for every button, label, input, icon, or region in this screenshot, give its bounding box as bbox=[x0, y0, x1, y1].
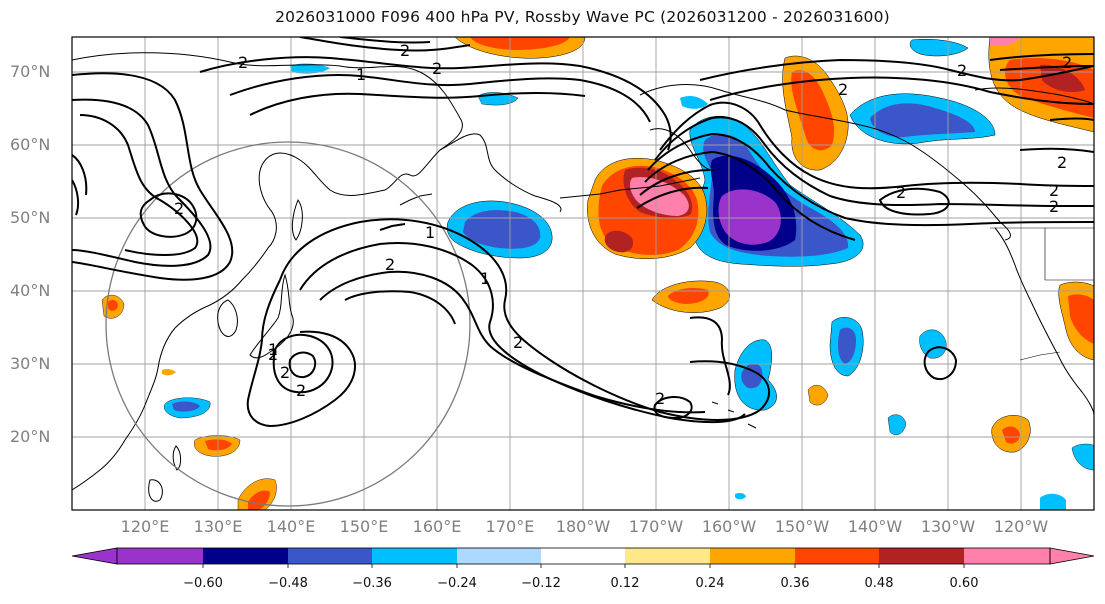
contour-label: 2 bbox=[174, 199, 184, 218]
colorbar-tick-label: 0.36 bbox=[780, 576, 810, 591]
lon-label-120w: 120°W bbox=[993, 517, 1049, 536]
lon-label-140w: 140°W bbox=[847, 517, 903, 536]
lon-label-160e: 160°E bbox=[412, 517, 462, 536]
contour-label: 2 bbox=[896, 183, 906, 202]
map-panel: 2 2 1 2 2 1 2 1 2 2 2 1 2 2 2 2 2 2 2 2 … bbox=[72, 37, 1094, 510]
contour-label: 2 bbox=[296, 381, 306, 400]
lon-label-150w: 150°W bbox=[774, 517, 830, 536]
lon-label-170w: 170°W bbox=[628, 517, 684, 536]
contour-label: 2 bbox=[957, 61, 967, 80]
contour-label: 2 bbox=[1049, 197, 1059, 216]
contour-label: 2 bbox=[1062, 53, 1072, 72]
colorbar-segment bbox=[457, 548, 541, 564]
contour-label: 2 bbox=[238, 53, 248, 72]
lon-label-120e: 120°E bbox=[120, 517, 170, 536]
colorbar-tick-label: −0.36 bbox=[352, 576, 392, 591]
lat-label-70n: 70°N bbox=[10, 62, 51, 81]
contour-label: 2 bbox=[1049, 181, 1059, 200]
colorbar-tick-label: 0.12 bbox=[610, 576, 640, 591]
colorbar-tick-label: 0.24 bbox=[695, 576, 725, 591]
colorbar-segment bbox=[372, 548, 457, 564]
lon-label-160w: 160°W bbox=[701, 517, 757, 536]
lat-label-30n: 30°N bbox=[10, 354, 51, 373]
colorbar bbox=[71, 547, 1095, 568]
contour-label: 2 bbox=[400, 41, 410, 60]
map-gridlines bbox=[72, 37, 1094, 510]
contour-label-group: 2 2 1 2 2 1 2 1 2 2 2 1 2 2 2 2 2 2 2 2 … bbox=[174, 41, 1072, 408]
colorbar-segment bbox=[964, 548, 1050, 564]
range-circle bbox=[105, 141, 471, 507]
pv-anomaly-shading bbox=[101, 37, 1094, 510]
colorbar-segment bbox=[117, 548, 203, 564]
lat-label-40n: 40°N bbox=[10, 281, 51, 300]
colorbar-tick-label: −0.60 bbox=[183, 576, 223, 591]
colorbar-segment bbox=[288, 548, 372, 564]
contour-label: 1 bbox=[268, 340, 278, 359]
lon-label-140e: 140°E bbox=[266, 517, 316, 536]
contour-label: 2 bbox=[655, 389, 665, 408]
coastlines bbox=[72, 52, 1094, 502]
lat-label-50n: 50°N bbox=[10, 208, 51, 227]
lon-label-130e: 130°E bbox=[193, 517, 243, 536]
lat-label-60n: 60°N bbox=[10, 135, 51, 154]
lat-label-20n: 20°N bbox=[10, 427, 51, 446]
colorbar-segment bbox=[541, 548, 625, 564]
contour-label: 2 bbox=[385, 255, 395, 274]
map-title: 2026031000 F096 400 hPa PV, Rossby Wave … bbox=[275, 8, 890, 26]
colorbar-segment bbox=[203, 548, 288, 564]
contour-label: 2 bbox=[1057, 153, 1067, 172]
lon-label-150e: 150°E bbox=[339, 517, 389, 536]
contour-label: 2 bbox=[513, 333, 523, 352]
contour-label: 2 bbox=[432, 59, 442, 78]
lon-label-130w: 130°W bbox=[920, 517, 976, 536]
colorbar-segment bbox=[625, 548, 710, 564]
colorbar-extend-max bbox=[1049, 547, 1095, 565]
colorbar-segment bbox=[710, 548, 795, 564]
lon-label-180w: 180°W bbox=[555, 517, 611, 536]
colorbar-segment bbox=[795, 548, 879, 564]
contour-label: 1 bbox=[425, 223, 435, 242]
contour-label: 1 bbox=[480, 269, 490, 288]
colorbar-tick-label: 0.60 bbox=[949, 576, 979, 591]
colorbar-segment bbox=[879, 548, 964, 564]
colorbar-tick-label: −0.24 bbox=[437, 576, 477, 591]
contour-label: 2 bbox=[838, 80, 848, 99]
contour-label: 2 bbox=[268, 345, 278, 364]
pv-contours bbox=[72, 37, 1094, 428]
contour-label: 1 bbox=[356, 65, 366, 84]
lon-label-170e: 170°E bbox=[485, 517, 535, 536]
colorbar-tick-label: −0.12 bbox=[521, 576, 561, 591]
colorbar-tick-label: 0.48 bbox=[864, 576, 894, 591]
contour-label: 2 bbox=[280, 363, 290, 382]
map-frame bbox=[71, 36, 1095, 511]
colorbar-tick-label: −0.48 bbox=[268, 576, 308, 591]
colorbar-extend-min bbox=[71, 547, 118, 565]
